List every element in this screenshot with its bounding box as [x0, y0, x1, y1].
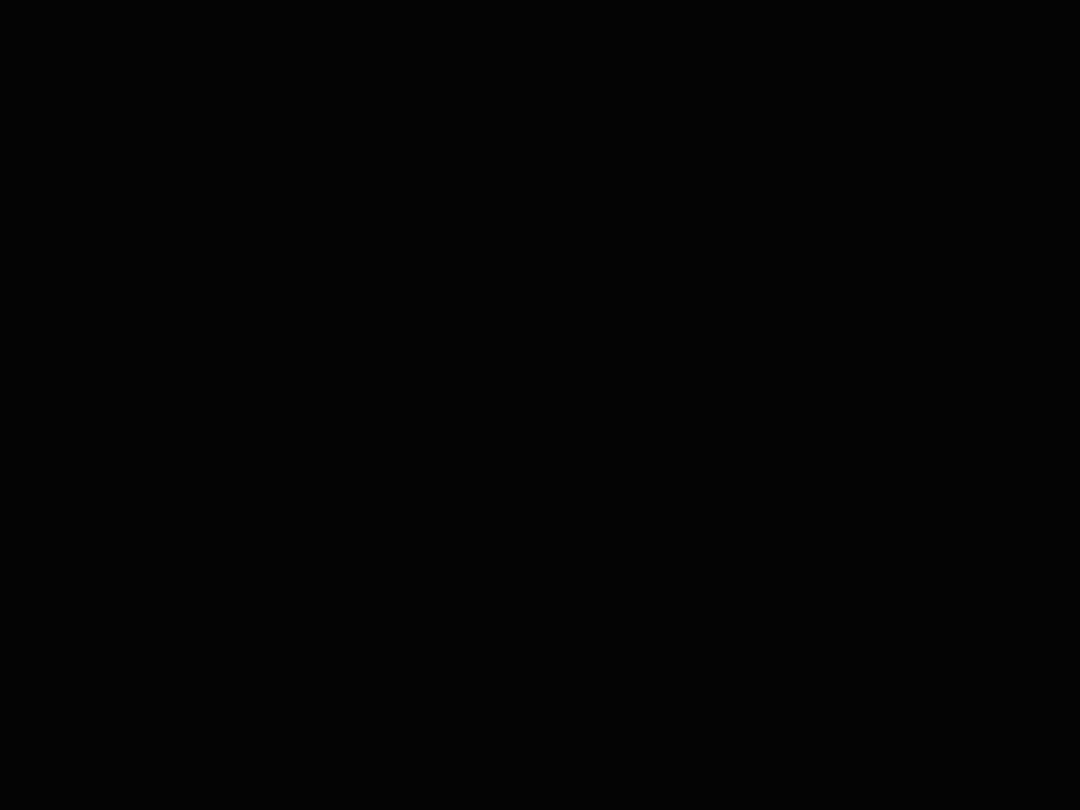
diagram-artwork	[0, 0, 1080, 810]
ai-technologies-diagram	[0, 0, 1080, 810]
